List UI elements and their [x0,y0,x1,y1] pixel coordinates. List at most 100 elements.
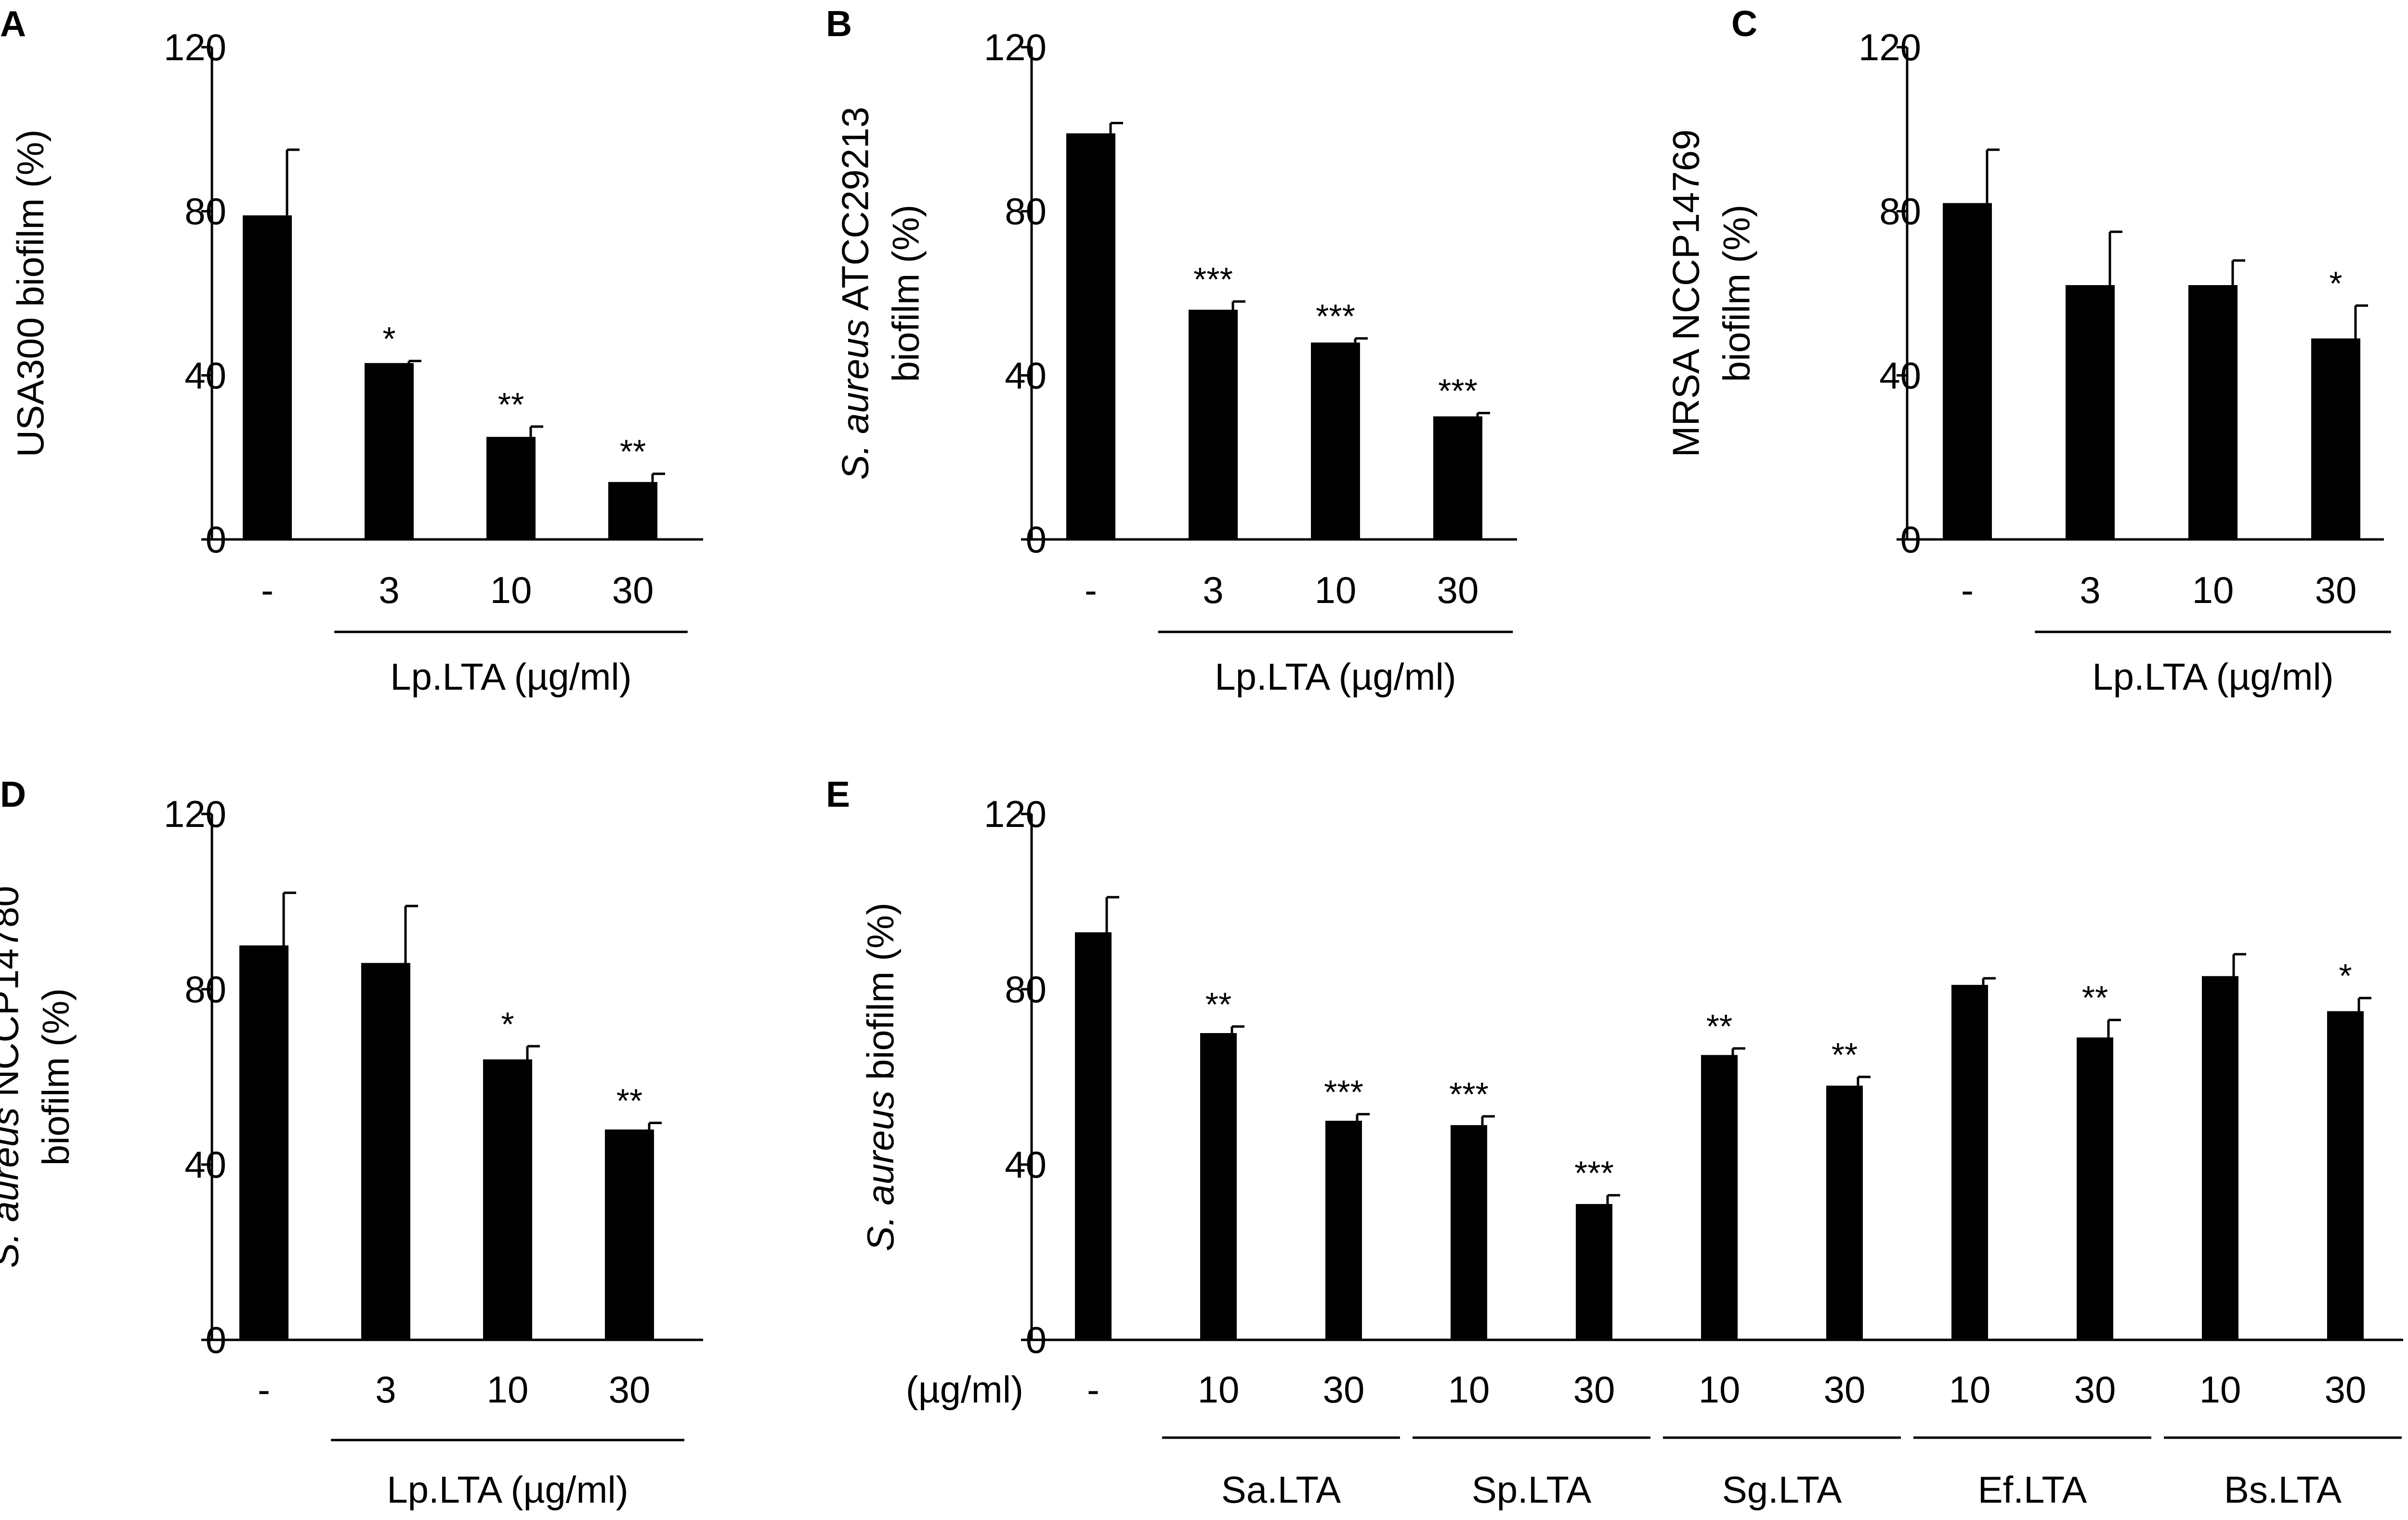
bar-e-2 [1325,1121,1362,1340]
group-label-e-4: Bs.LTA [2224,1468,2342,1511]
bar-d-3 [605,1129,654,1340]
y-tick-label-b: 0 [1026,518,1047,561]
category-label-e-6: 30 [1824,1368,1866,1411]
bar-c-1 [2066,285,2115,539]
bar-e-5 [1701,1055,1738,1340]
bar-e-1 [1200,1033,1237,1340]
category-label-b-1: 3 [1203,569,1223,611]
bar-b-1 [1189,310,1238,539]
significance-label-e-3: *** [1449,1075,1489,1113]
panel-label-c: C [1731,3,1757,44]
bar-d-0 [239,945,288,1340]
y-axis-label-c: biofilm (%) [1715,205,1758,382]
category-label-b-0: - [1085,569,1097,611]
category-label-c-1: 3 [2080,569,2100,611]
significance-label-d-3: ** [616,1082,642,1120]
significance-label-b-3: *** [1438,372,1478,410]
bar-a-2 [486,437,536,539]
bar-e-0 [1075,932,1112,1340]
category-label-e-2: 30 [1323,1368,1365,1411]
group-label-a-0: Lp.LTA (µg/ml) [390,655,632,698]
significance-label-b-1: *** [1193,261,1233,298]
significance-label-a-2: ** [498,386,524,423]
bar-b-0 [1066,133,1115,540]
category-label-e-8: 30 [2074,1368,2116,1411]
y-axis-label-d: S. aureus NCCP14780 [0,886,26,1268]
category-label-e-10: 30 [2325,1368,2367,1411]
category-label-e-7: 10 [1949,1368,1991,1411]
group-label-e-2: Sg.LTA [1722,1468,1842,1511]
category-label-e-0: - [1087,1368,1099,1411]
bar-e-4 [1576,1204,1612,1340]
y-tick-label-e: 80 [1005,968,1047,1010]
significance-label-e-1: ** [1205,985,1231,1023]
bar-d-1 [361,963,410,1340]
significance-label-d-2: * [501,1005,514,1043]
category-label-e-3: 10 [1448,1368,1490,1411]
category-label-a-1: 3 [379,569,399,611]
category-label-e-1: 10 [1198,1368,1240,1411]
y-tick-label-c: 0 [1900,518,1921,561]
group-label-e-1: Sp.LTA [1472,1468,1592,1511]
y-axis-label-e: S. aureus biofilm (%) [859,903,902,1251]
y-tick-label-b: 80 [1005,190,1047,233]
bar-a-0 [243,215,292,539]
y-tick-label-a: 80 [184,190,226,233]
y-tick-label-e: 0 [1026,1319,1047,1361]
x-prefix-label-e: (µg/ml) [906,1368,1023,1411]
y-tick-label-b: 120 [984,26,1047,68]
y-tick-label-e: 40 [1005,1143,1047,1186]
group-label-c-0: Lp.LTA (µg/ml) [2092,655,2334,698]
bar-e-9 [2202,976,2238,1340]
bar-b-3 [1433,416,1482,539]
group-label-b-0: Lp.LTA (µg/ml) [1215,655,1456,698]
bar-e-8 [2077,1037,2113,1340]
significance-label-e-10: * [2339,957,2352,995]
y-tick-label-d: 120 [164,793,226,835]
y-axis-label-b: S. aureus ATCC29213 [834,107,877,480]
y-tick-label-a: 120 [164,26,226,68]
y-tick-label-c: 120 [1858,26,1921,68]
y-axis-label-b: biofilm (%) [885,205,927,382]
category-label-e-4: 30 [1573,1368,1615,1411]
bar-e-3 [1451,1125,1487,1340]
y-tick-label-a: 0 [206,518,226,561]
group-label-d-0: Lp.LTA (µg/ml) [387,1468,628,1511]
bar-d-2 [483,1059,532,1340]
bar-a-3 [608,482,657,539]
y-tick-label-a: 40 [184,354,226,396]
panel-label-b: B [826,3,852,44]
significance-label-e-5: ** [1706,1008,1732,1045]
category-label-d-2: 10 [487,1368,529,1411]
y-tick-label-d: 40 [184,1143,226,1186]
category-label-a-3: 30 [612,569,654,611]
bar-c-0 [1943,203,1992,540]
significance-label-e-2: *** [1324,1073,1363,1111]
bar-e-10 [2327,1011,2364,1340]
bar-c-3 [2311,338,2360,539]
panel-label-a: A [0,3,26,44]
category-label-a-0: - [261,569,274,611]
y-axis-label-d: biofilm (%) [35,988,77,1166]
y-tick-label-e: 120 [984,793,1047,835]
significance-label-e-6: ** [1832,1036,1858,1074]
category-label-d-0: - [258,1368,270,1411]
bar-e-6 [1826,1086,1863,1340]
bar-e-7 [1951,984,1988,1340]
bar-a-1 [365,363,414,539]
y-tick-label-d: 0 [206,1319,226,1361]
y-tick-label-b: 40 [1005,354,1047,396]
y-tick-label-d: 80 [184,968,226,1010]
group-label-e-3: Ef.LTA [1978,1468,2087,1511]
category-label-a-2: 10 [490,569,532,611]
significance-label-a-1: * [382,320,395,358]
group-label-e-0: Sa.LTA [1221,1468,1341,1511]
category-label-e-9: 10 [2199,1368,2241,1411]
bar-c-2 [2188,285,2238,539]
significance-label-e-4: *** [1574,1154,1614,1192]
category-label-b-2: 10 [1315,569,1357,611]
significance-label-e-8: ** [2082,979,2108,1017]
significance-label-c-3: * [2329,265,2342,302]
category-label-b-3: 30 [1437,569,1479,611]
